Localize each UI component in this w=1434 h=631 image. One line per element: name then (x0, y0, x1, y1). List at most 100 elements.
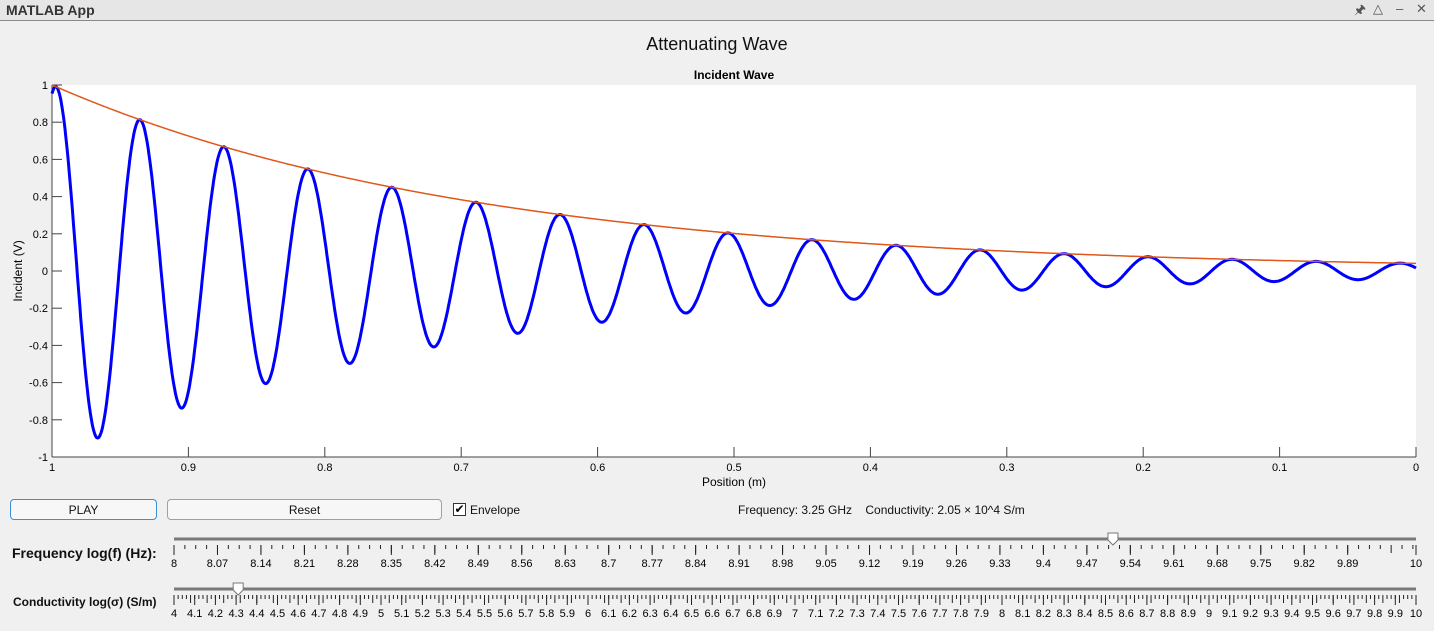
frequency-slider-tick-label: 9.68 (1207, 558, 1228, 570)
app-title: MATLAB App (6, 2, 95, 18)
conductivity-slider-thumb[interactable] (232, 582, 244, 596)
frequency-slider-tick-label: 8.98 (772, 558, 793, 570)
conductivity-slider-tick-label: 8 (999, 608, 1005, 620)
frequency-slider-tick-label: 8.84 (685, 558, 706, 570)
frequency-slider-tick-label: 8.07 (207, 558, 228, 570)
frequency-slider-tick-label: 8.77 (641, 558, 662, 570)
x-tick-label: 0.1 (1272, 462, 1287, 474)
conductivity-slider-tick-label: 6.2 (622, 608, 637, 620)
x-tick-label: 0.4 (863, 462, 878, 474)
conductivity-slider-tick-label: 5.4 (456, 608, 471, 620)
y-tick-label: 0.8 (33, 117, 48, 129)
conductivity-slider-tick-label: 7.6 (912, 608, 927, 620)
y-axis-label: Incident (V) (11, 240, 25, 301)
frequency-slider-tick-label: 9.12 (859, 558, 880, 570)
conductivity-slider-tick-label: 8.1 (1015, 608, 1030, 620)
conductivity-slider-tick-label: 9.1 (1222, 608, 1237, 620)
y-tick-label: -0.4 (29, 340, 48, 352)
conductivity-slider-tick-label: 9 (1206, 608, 1212, 620)
y-tick-label: -0.6 (29, 378, 48, 390)
envelope-checkbox[interactable]: ✔ (453, 503, 466, 516)
frequency-slider-tick-label: 9.4 (1036, 558, 1051, 570)
reset-button[interactable]: Reset (167, 499, 442, 520)
conductivity-slider-tick-label: 5 (378, 608, 384, 620)
conductivity-slider-tick-label: 4.2 (208, 608, 223, 620)
conductivity-slider-tick-label: 4.4 (249, 608, 264, 620)
frequency-slider-tick-label: 9.33 (989, 558, 1010, 570)
conductivity-slider-tick-label: 5.8 (539, 608, 554, 620)
x-tick-label: 0 (1413, 462, 1419, 474)
pin-icon[interactable]: 🖈︎ (1354, 2, 1367, 17)
frequency-slider-tick-label: 8.7 (601, 558, 616, 570)
y-tick-label: 0.2 (33, 229, 48, 241)
frequency-slider-thumb[interactable] (1107, 532, 1119, 546)
chart-title: Incident Wave (694, 68, 775, 82)
checkmark-icon: ✔ (454, 502, 465, 516)
frequency-slider-tick-label: 10 (1410, 558, 1422, 570)
y-tick-label: 1 (42, 80, 48, 92)
y-tick-label: 0.4 (33, 192, 48, 204)
x-tick-label: 0.6 (590, 462, 605, 474)
x-axis-label: Position (m) (702, 475, 766, 489)
frequency-slider-track (174, 537, 1416, 541)
conductivity-slider-tick-label: 8.4 (1077, 608, 1092, 620)
envelope-label: Envelope (470, 503, 521, 517)
minimize-icon[interactable]: – (1396, 1, 1404, 16)
conductivity-slider-tick-label: 6.4 (663, 608, 678, 620)
frequency-slider-tick-label: 8.28 (337, 558, 358, 570)
frequency-slider-tick-label: 9.19 (902, 558, 923, 570)
x-tick-label: 0.9 (181, 462, 196, 474)
conductivity-slider-tick-label: 5.6 (498, 608, 513, 620)
play-button[interactable]: PLAY (10, 499, 157, 520)
conductivity-slider-tick-label: 7.2 (829, 608, 844, 620)
conductivity-slider-tick-label: 5.3 (435, 608, 450, 620)
x-tick-label: 0.2 (1136, 462, 1151, 474)
conductivity-slider-tick-label: 6.6 (705, 608, 720, 620)
conductivity-slider-tick-label: 6.1 (601, 608, 616, 620)
conductivity-slider-tick-label: 9.5 (1305, 608, 1320, 620)
x-tick-label: 1 (49, 462, 55, 474)
conductivity-slider-tick-label: 8.6 (1119, 608, 1134, 620)
frequency-slider-tick-label: 8.42 (424, 558, 445, 570)
frequency-slider-tick-label: 8.14 (250, 558, 271, 570)
conductivity-slider-tick-label: 4.9 (353, 608, 368, 620)
frequency-slider-tick-label: 8.63 (555, 558, 576, 570)
conductivity-slider-tick-label: 5.9 (560, 608, 575, 620)
conductivity-slider-tick-label: 4.5 (270, 608, 285, 620)
wave-line (50, 85, 1417, 440)
frequency-slider-tick-label: 9.54 (1120, 558, 1141, 570)
conductivity-slider-tick-label: 7.4 (870, 608, 885, 620)
frequency-slider-tick-label: 9.75 (1250, 558, 1271, 570)
frequency-slider-tick-label: 8 (171, 558, 177, 570)
conductivity-slider-tick-label: 7.3 (849, 608, 864, 620)
conductivity-slider-tick-label: 4 (171, 608, 177, 620)
close-icon[interactable]: ✕ (1416, 1, 1427, 16)
frequency-slider-tick-label: 9.05 (815, 558, 836, 570)
conductivity-slider-tick-label: 6.3 (642, 608, 657, 620)
conductivity-slider-track (174, 587, 1416, 591)
envelope-line (51, 84, 1416, 265)
frequency-slider-tick-label: 9.61 (1163, 558, 1184, 570)
conductivity-slider-tick-label: 8.9 (1181, 608, 1196, 620)
collapse-icon[interactable]: △ (1373, 1, 1383, 16)
conductivity-slider-tick-label: 7.8 (953, 608, 968, 620)
frequency-slider-tick-label: 8.35 (381, 558, 402, 570)
conductivity-slider-tick-label: 8.2 (1036, 608, 1051, 620)
conductivity-slider-tick-label: 10 (1410, 608, 1422, 620)
frequency-slider-label: Frequency log(f) (Hz): (12, 545, 157, 561)
conductivity-slider-tick-label: 6 (585, 608, 591, 620)
x-tick-label: 0.3 (999, 462, 1014, 474)
y-tick-label: -1 (38, 452, 48, 464)
x-tick-label: 0.8 (317, 462, 332, 474)
conductivity-slider-tick-label: 4.7 (311, 608, 326, 620)
frequency-slider-tick-label: 9.82 (1294, 558, 1315, 570)
conductivity-slider-tick-label: 4.6 (291, 608, 306, 620)
conductivity-slider-tick-label: 4.3 (228, 608, 243, 620)
frequency-slider-tick-label: 9.89 (1337, 558, 1358, 570)
conductivity-slider-tick-label: 5.7 (518, 608, 533, 620)
plot-area (52, 85, 1416, 457)
conductivity-slider-tick-label: 8.3 (1056, 608, 1071, 620)
y-tick-label: -0.2 (29, 303, 48, 315)
